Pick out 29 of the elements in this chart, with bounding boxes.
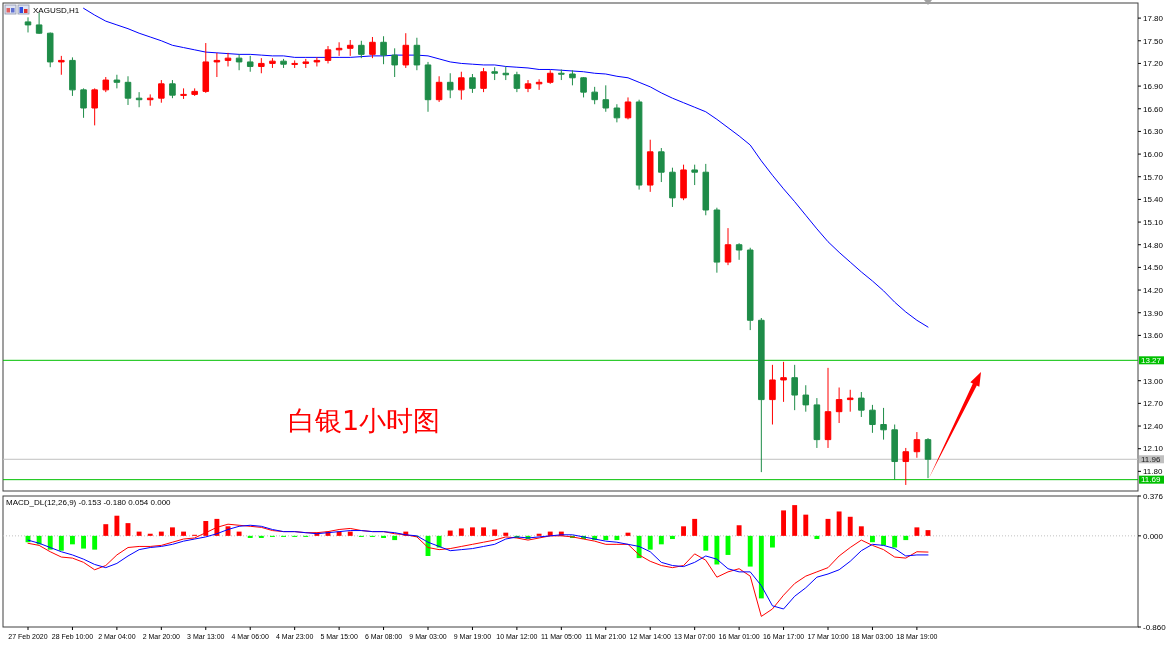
y-tick-label: 13.90 [1143, 308, 1164, 318]
y-tick-label: 14.50 [1143, 263, 1164, 273]
y-tick-label: 16.00 [1143, 149, 1164, 159]
y-tick-label: 12.10 [1143, 444, 1164, 454]
y-tick-label: 13.60 [1143, 331, 1164, 341]
y-tick-label: 0.376 [1143, 491, 1164, 501]
ref-line-label: 13.27 [1141, 356, 1162, 366]
ref-line-label: 11.69 [1141, 475, 1161, 485]
ref-line-label: 11.96 [1141, 455, 1161, 465]
chart-title: MACD_DL(12,26,9) -0.153 -0.180 0.054 0.000 [6, 498, 172, 507]
y-tick-label: 16.30 [1143, 127, 1164, 137]
y-tick-label: 15.10 [1143, 217, 1164, 227]
y-tick-label: 12.40 [1143, 421, 1164, 431]
y-tick-label: 15.70 [1143, 172, 1164, 182]
y-tick-label: -0.860 [1143, 622, 1167, 632]
y-tick-label: 14.20 [1143, 285, 1164, 295]
annotation: 白银1小时图 [288, 405, 441, 436]
y-tick-label: 14.80 [1143, 240, 1164, 250]
y-tick-label: 17.20 [1143, 59, 1164, 69]
chart-title: XAGUSD,H1 [33, 6, 80, 15]
y-tick-label: 16.60 [1143, 104, 1164, 114]
y-tick-label: 16.90 [1143, 81, 1164, 91]
y-tick-label: 11.80 [1143, 467, 1163, 477]
y-tick-label: 13.00 [1143, 376, 1164, 386]
y-tick-label: 0.000 [1143, 531, 1164, 541]
y-tick-label: 17.50 [1143, 36, 1164, 46]
y-tick-label: 17.80 [1143, 13, 1164, 23]
y-tick-label: 12.70 [1143, 399, 1164, 409]
y-tick-label: 15.40 [1143, 195, 1164, 205]
